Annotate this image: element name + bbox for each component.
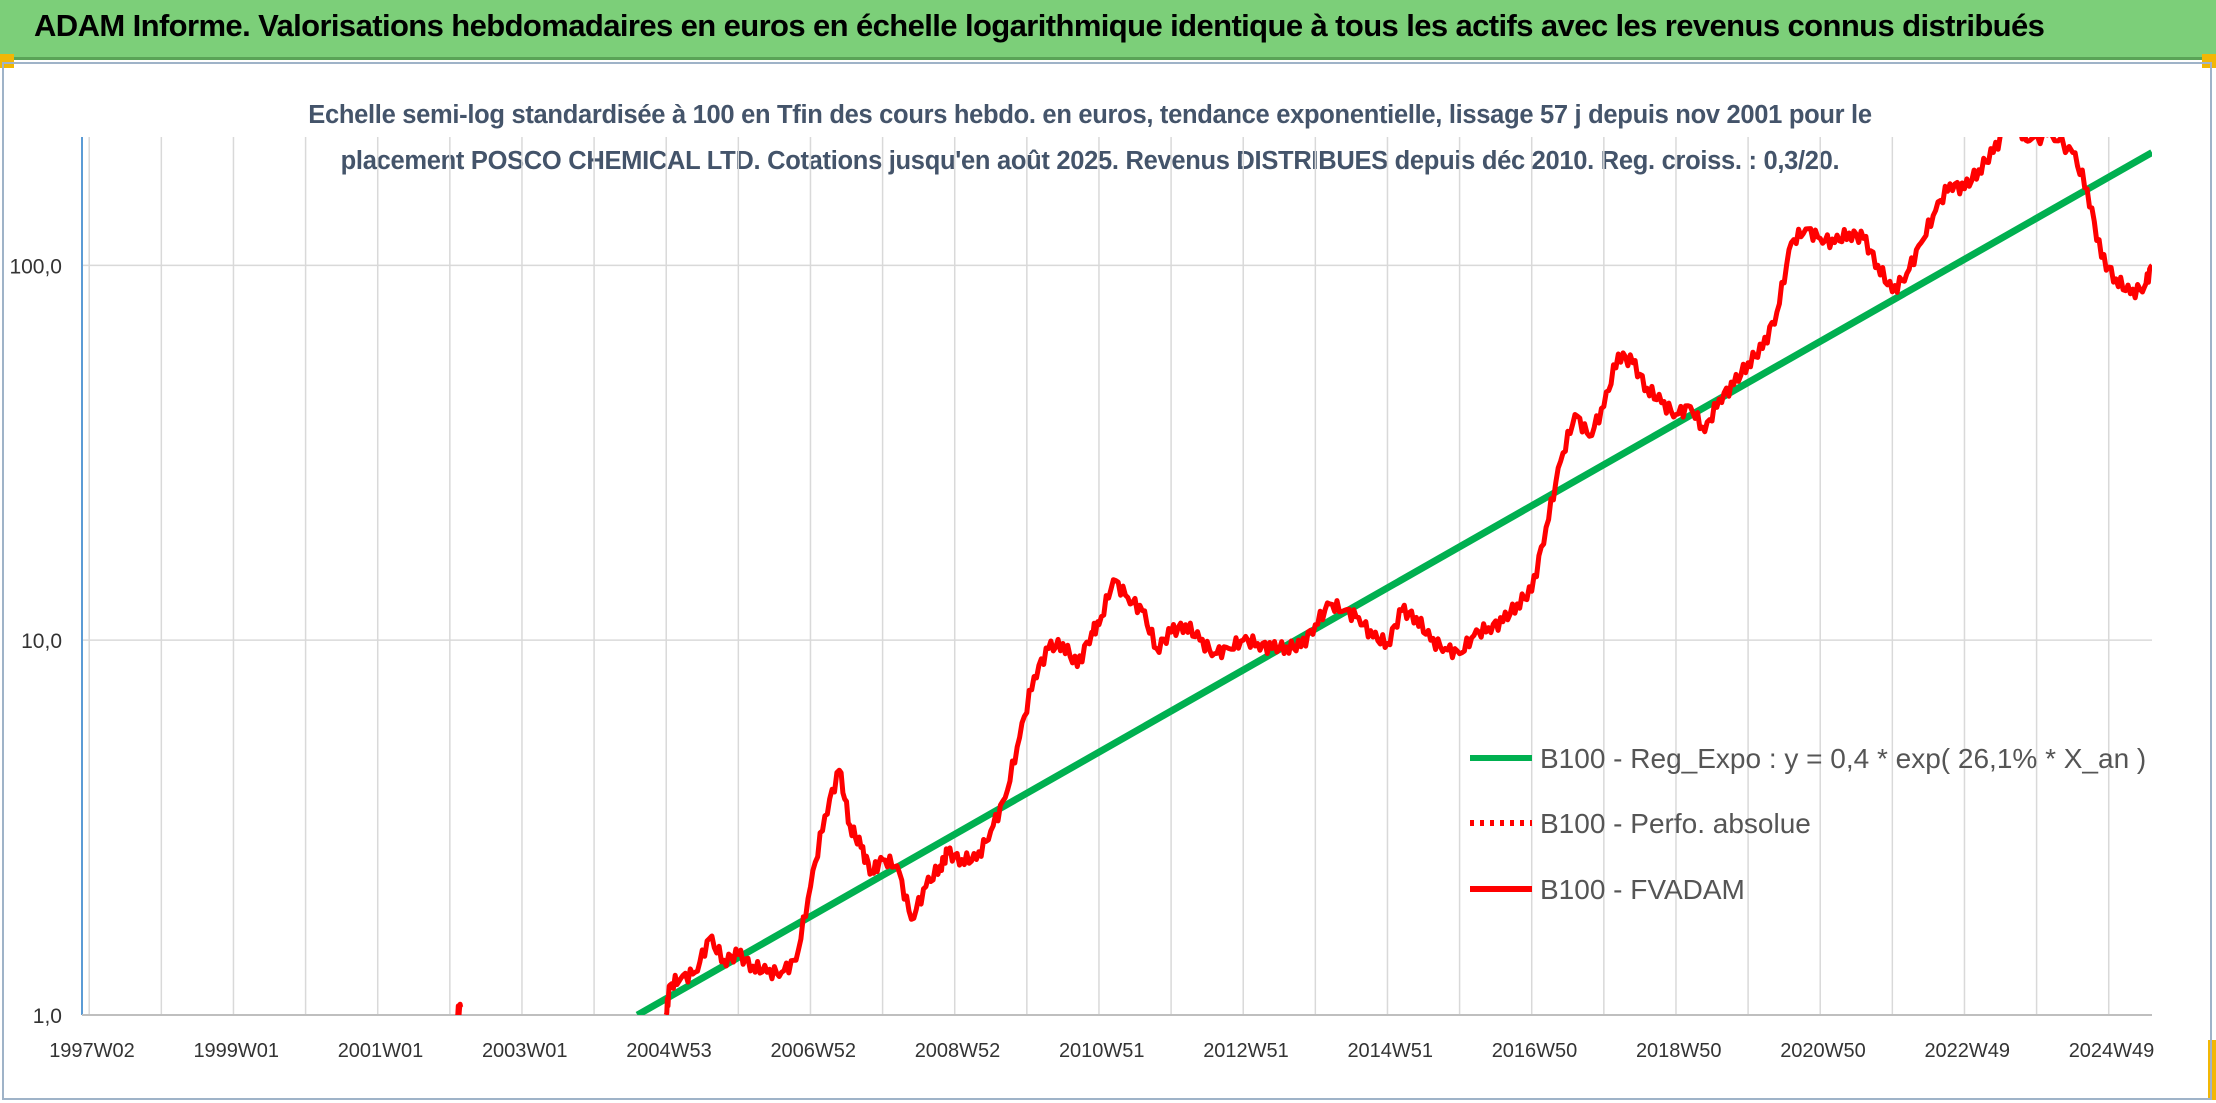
x-tick-label-11: 2018W50 <box>1636 1040 1722 1062</box>
y-tick-label-0: 1,0 <box>33 1005 62 1028</box>
chart-frame <box>2 62 2212 1100</box>
legend: B100 - Reg_Expo : y = 0,4 * exp( 26,1% *… <box>1470 743 2146 905</box>
chart-title: Echelle semi-log standardisée à 100 en T… <box>200 92 1980 184</box>
legend-label-1: B100 - Perfo. absolue <box>1540 808 1811 839</box>
chart-title-line-2: placement POSCO CHEMICAL LTD. Cotations … <box>340 147 1840 175</box>
report-header-band: ADAM Informe. Valorisations hebdomadaire… <box>0 0 2216 60</box>
y-tick-label-2: 100,0 <box>9 255 62 278</box>
x-tick-label-3: 2003W01 <box>482 1040 568 1062</box>
report-title: ADAM Informe. Valorisations hebdomadaire… <box>34 8 2045 43</box>
series-fvadam-line-1 <box>663 137 2152 1015</box>
x-tick-label-14: 2024W49 <box>2069 1040 2155 1062</box>
x-tick-label-12: 2020W50 <box>1780 1040 1866 1062</box>
x-tick-label-10: 2016W50 <box>1492 1040 1578 1062</box>
series-layer <box>455 120 2152 1015</box>
legend-label-0: B100 - Reg_Expo : y = 0,4 * exp( 26,1% *… <box>1540 743 2146 774</box>
corner-marker-top-right <box>2202 54 2216 68</box>
y-tick-label-1: 10,0 <box>21 630 62 653</box>
x-tick-label-2: 2001W01 <box>338 1040 424 1062</box>
chart-title-line-1: Echelle semi-log standardisée à 100 en T… <box>308 101 1872 129</box>
x-tick-label-5: 2006W52 <box>770 1040 856 1062</box>
axes: 1,0 10,0 100,0 1997W02 1999W01 2001W01 2003W01… <box>9 137 2154 1062</box>
x-tick-label-7: 2010W51 <box>1059 1040 1145 1062</box>
x-tick-label-1: 1999W01 <box>193 1040 279 1062</box>
x-tick-label-4: 2004W53 <box>626 1040 712 1062</box>
x-tick-label-9: 2014W51 <box>1347 1040 1433 1062</box>
x-tick-label-8: 2012W51 <box>1203 1040 1289 1062</box>
x-tick-label-13: 2022W49 <box>1924 1040 2010 1062</box>
x-tick-label-0: 1997W02 <box>49 1040 135 1062</box>
corner-marker-bottom-right <box>2208 1040 2216 1100</box>
x-tick-label-6: 2008W52 <box>915 1040 1001 1062</box>
legend-label-2: B100 - FVADAM <box>1540 874 1745 905</box>
series-perfo-absolue-line <box>2029 120 2087 125</box>
series-regression-line <box>635 149 2152 1015</box>
series-fvadam-line-0 <box>455 1001 464 1015</box>
grid <box>82 137 2152 1016</box>
